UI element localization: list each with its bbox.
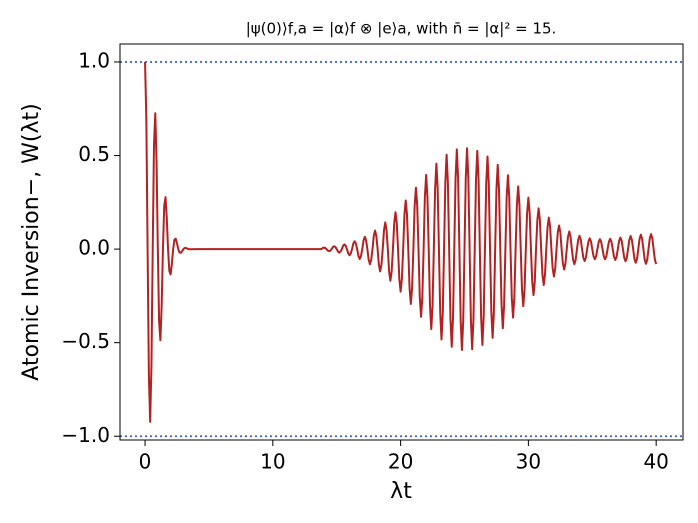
x-tick-label: 40 — [643, 450, 668, 474]
y-tick-label: −1.0 — [61, 423, 110, 447]
x-tick-label: 0 — [139, 450, 152, 474]
x-axis-label: λt — [390, 479, 412, 504]
x-tick-label: 30 — [516, 450, 541, 474]
y-axis-label: Atomic Inversion−, W(λt) — [19, 103, 44, 380]
x-tick-label: 10 — [260, 450, 285, 474]
y-tick-label: 0.0 — [78, 236, 110, 260]
y-tick-label: −0.5 — [61, 329, 110, 353]
y-tick-label: 1.0 — [78, 48, 110, 72]
chart-title: |ψ(0)⟩f,a = |α⟩f ⊗ |e⟩a, with n̄ = |α|² … — [246, 20, 557, 38]
x-tick-label: 20 — [388, 450, 413, 474]
plot-frame — [119, 43, 684, 441]
y-tick-label: 0.5 — [78, 142, 110, 166]
data-line — [144, 61, 658, 423]
